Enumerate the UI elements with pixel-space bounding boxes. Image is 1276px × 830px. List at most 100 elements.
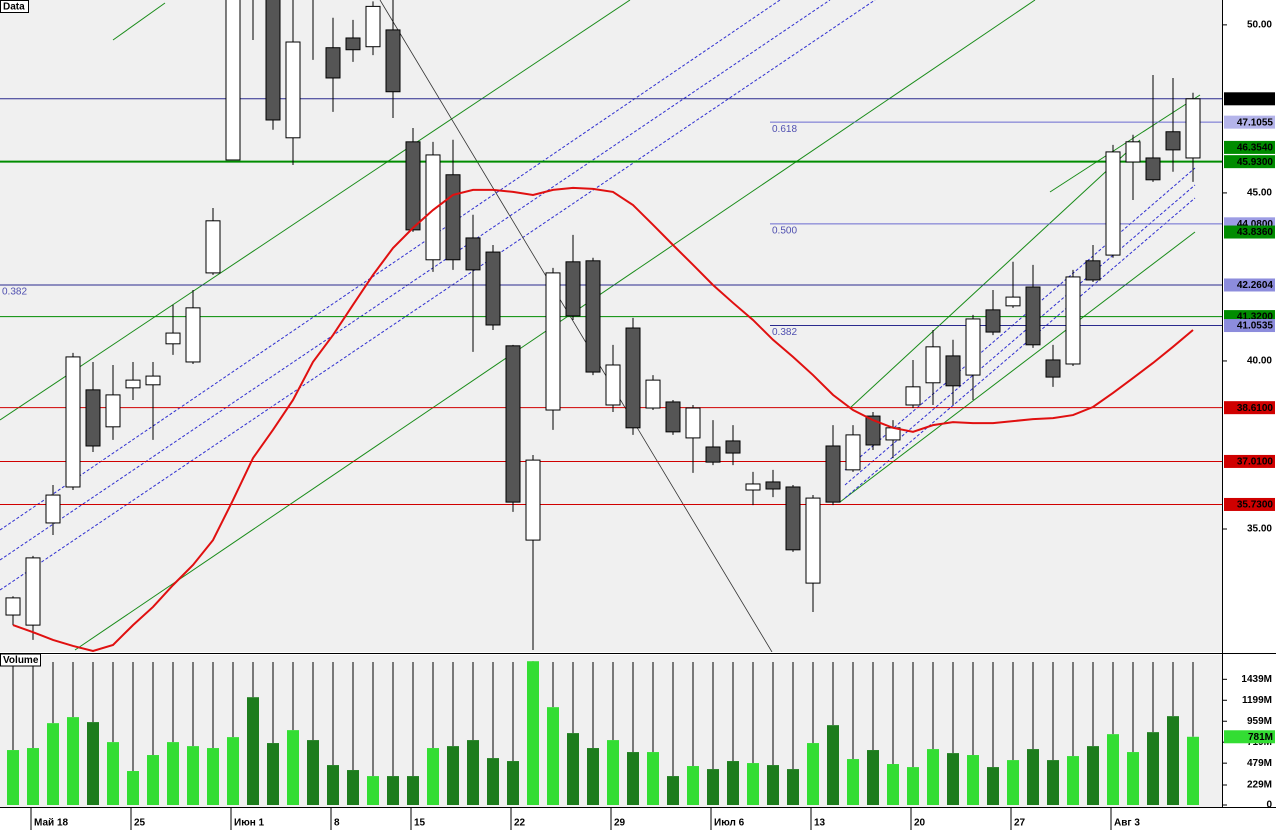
candle-body	[445, 174, 461, 261]
y-tick-label: 35.00	[1247, 524, 1272, 535]
volume-bar	[1007, 760, 1019, 805]
volume-bar	[787, 769, 799, 805]
candle-body	[805, 497, 821, 584]
candle-body	[1045, 359, 1061, 378]
candle-body	[465, 237, 481, 271]
candle-body	[85, 389, 101, 447]
candle-body	[485, 251, 501, 326]
level-box	[1224, 401, 1275, 415]
candle-body	[1125, 141, 1141, 163]
level-label: 37.0100	[1237, 457, 1274, 468]
volume-bar	[667, 776, 679, 805]
level-label: 46.3540	[1237, 143, 1274, 154]
volume-bar	[367, 776, 379, 805]
x-tick-label: 29	[614, 818, 626, 829]
level-box	[1224, 115, 1275, 129]
x-tick-label: Май 18	[34, 818, 69, 829]
level-box	[1224, 92, 1275, 106]
candle-body	[505, 345, 521, 503]
level-label: 42.2604	[1237, 280, 1274, 291]
candle-body	[565, 261, 581, 317]
candle-body	[425, 154, 441, 261]
volume-bar	[227, 737, 239, 805]
candle-body	[525, 459, 541, 541]
level-box	[1224, 319, 1275, 333]
candle-body	[645, 379, 661, 409]
price-plot: 0.618 0.500 0.382 0.382	[0, 0, 1222, 652]
level-box	[1224, 497, 1275, 511]
trend-line	[844, 167, 1196, 471]
x-tick-label: Июн 1	[234, 818, 265, 829]
candle-body	[1165, 131, 1181, 151]
candle-body	[585, 260, 601, 373]
volume-bar	[27, 748, 39, 805]
candle-body	[845, 434, 861, 471]
y-tick-label: 50.00	[1247, 20, 1272, 31]
trend-line	[112, 2, 166, 41]
volume-bar	[287, 730, 299, 805]
candle-body	[45, 494, 61, 524]
volume-bar	[147, 755, 159, 805]
volume-bar	[547, 707, 559, 805]
volume-bar	[307, 740, 319, 805]
trend-line	[0, 0, 876, 591]
candle-body	[325, 47, 341, 79]
trend-line	[844, 184, 1196, 486]
level-label: 47.80	[1248, 94, 1273, 105]
trend-line	[844, 197, 1196, 499]
candle-body	[105, 394, 121, 428]
x-tick-label: 15	[414, 818, 426, 829]
level-label: 35.7300	[1237, 500, 1274, 511]
level-label: 38.6100	[1237, 403, 1274, 414]
volume-bar	[1127, 752, 1139, 805]
level-box	[1224, 155, 1275, 169]
volume-bar	[427, 748, 439, 805]
volume-bar	[767, 765, 779, 805]
candle-body	[725, 440, 741, 454]
volume-bar	[1027, 749, 1039, 805]
level-tag: 0.382	[2, 287, 27, 298]
volume-bar	[47, 723, 59, 805]
y-tick-label: 40.00	[1247, 356, 1272, 367]
candle-body	[5, 597, 21, 616]
level-label: 45.9300	[1237, 157, 1274, 168]
candle-body	[905, 386, 921, 406]
volume-bar	[627, 752, 639, 805]
candle-body	[1145, 157, 1161, 181]
trend-line	[0, 0, 831, 561]
candle-body	[985, 309, 1001, 333]
candle-body	[345, 37, 361, 51]
level-tag: 0.382	[772, 327, 797, 338]
candle-body	[545, 272, 561, 411]
volume-bar	[107, 742, 119, 805]
volume-bar	[487, 758, 499, 805]
candle-body	[665, 401, 681, 433]
candle-body	[145, 375, 161, 386]
candle-body	[1025, 286, 1041, 346]
volume-bar	[267, 743, 279, 805]
level-box	[1224, 278, 1275, 292]
trend-line	[839, 231, 1196, 503]
level-label: 43.8360	[1237, 227, 1274, 238]
volume-bar	[1087, 746, 1099, 805]
volume-bar	[1187, 736, 1199, 805]
volume-bar	[327, 765, 339, 805]
candle-body	[825, 445, 841, 503]
y-tick-label: 1199M	[1242, 695, 1272, 706]
volume-bar	[207, 748, 219, 805]
panel-label-box	[0, 0, 29, 13]
volume-bar	[167, 742, 179, 805]
level-tag: 0.500	[772, 225, 797, 236]
axes: 50.00 45.00 40.00 35.00 47.80 47.1055 46.3540 4…	[30, 20, 1275, 830]
volume-bar	[527, 661, 539, 805]
trend-line	[0, 0, 781, 531]
volume-bar	[507, 761, 519, 805]
y-tick-label: 959M	[1247, 716, 1272, 727]
volume-bar	[447, 746, 459, 805]
candle-body	[945, 355, 961, 387]
candle-body	[365, 5, 381, 48]
volume-bar	[347, 770, 359, 805]
candle-body	[1185, 98, 1201, 159]
level-label: 44.0800	[1237, 219, 1274, 230]
volume-bar	[947, 753, 959, 805]
